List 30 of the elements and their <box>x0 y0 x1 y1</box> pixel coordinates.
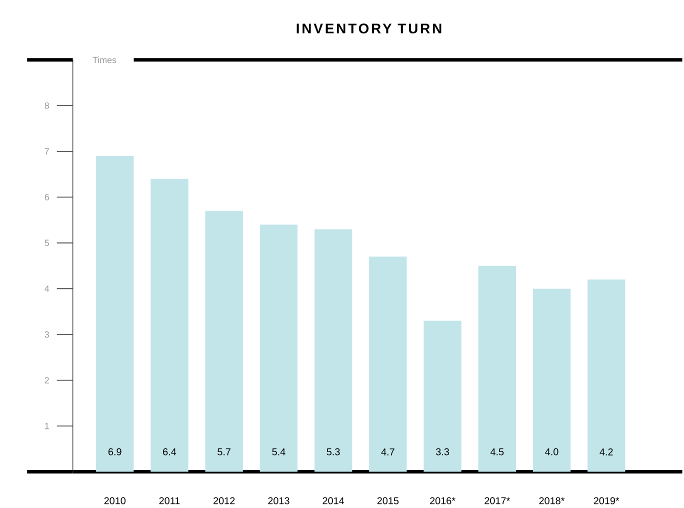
chart-title: INVENTORY TURN <box>296 24 442 34</box>
y-tick-label: 2 <box>44 377 49 384</box>
y-tick-label: 7 <box>44 148 49 155</box>
data-label: 5.7 <box>218 448 231 456</box>
y-axis-title: Times <box>92 56 116 64</box>
data-label: 5.3 <box>326 448 340 456</box>
x-tick-label: 2013 <box>268 497 290 504</box>
y-tick-label: 3 <box>44 332 49 338</box>
x-tick-label: 2019* <box>594 497 620 504</box>
data-label: 4.5 <box>490 448 504 456</box>
data-label: 6.9 <box>108 448 122 456</box>
x-tick-label: 2016* <box>430 497 456 504</box>
data-label: 5.4 <box>272 448 286 456</box>
y-tick-label: 8 <box>44 102 49 109</box>
data-label: 4.7 <box>381 448 394 456</box>
y-tick-label: 1 <box>45 423 49 430</box>
x-tick-label: 2017* <box>484 497 510 504</box>
data-label: 4.0 <box>545 448 558 456</box>
y-tick-label: 6 <box>44 194 49 201</box>
data-label: 4.2 <box>600 448 613 456</box>
x-tick-label: 2018* <box>539 497 565 504</box>
x-tick-label: 2014 <box>322 497 344 504</box>
x-tick-label: 2015 <box>377 497 399 504</box>
data-label: 6.4 <box>163 448 176 456</box>
y-tick-label: 5 <box>44 240 49 246</box>
data-label: 3.3 <box>436 448 450 456</box>
x-tick-label: 2010 <box>104 497 126 504</box>
x-tick-label: 2012 <box>214 497 235 504</box>
x-tick-label: 2011 <box>159 497 180 504</box>
y-tick-label: 4 <box>44 286 50 292</box>
